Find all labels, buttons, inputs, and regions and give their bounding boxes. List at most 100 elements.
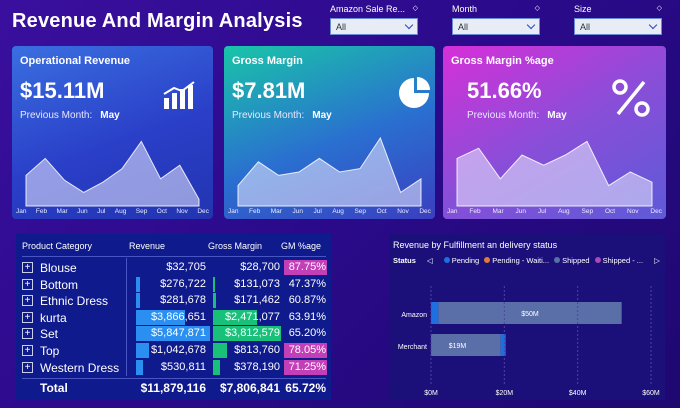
sparkline-area [456, 140, 653, 207]
margin-bar [213, 293, 216, 309]
column-divider [126, 258, 127, 376]
legend-item[interactable]: Pending - Waiti... [484, 256, 549, 265]
kpi-title: Gross Margin %age [451, 55, 554, 67]
margin-value: $813,760 [234, 344, 280, 356]
month-label: Sep [135, 208, 148, 215]
table-row[interactable]: + Top $1,042,678 $813,760 78.05% [22, 343, 327, 359]
filter-sale-status[interactable]: Amazon Sale Re... ◇ All [330, 4, 418, 35]
sparkline-path [456, 140, 653, 207]
filter-value: All [458, 21, 469, 32]
revenue-bar [136, 293, 140, 309]
month-label: Oct [604, 208, 616, 215]
month-axis: Jan Feb Mar Jun Jul Aug Sep Oct Nov Dec [16, 208, 209, 215]
revenue-value: $530,811 [160, 360, 206, 373]
month-label: Oct [156, 208, 167, 215]
table-row[interactable]: + Set $5,847,871 $3,812,579 65.20% [22, 326, 327, 342]
chevron-right-icon[interactable]: ▷ [654, 256, 660, 265]
sparkline-area [237, 136, 422, 207]
expand-icon[interactable]: + [22, 278, 33, 290]
month-label: Nov [397, 208, 409, 215]
revenue-bar [136, 309, 185, 325]
total-label: Total [40, 381, 68, 395]
x-tick-label: $40M [569, 390, 587, 397]
kpi-card-gross-margin[interactable]: Gross Margin $7.81M Previous Month: May J… [224, 46, 435, 219]
header-divider [22, 256, 326, 257]
filter-select[interactable]: All [330, 18, 418, 35]
clear-icon[interactable]: ◇ [656, 5, 662, 12]
expand-icon[interactable]: + [22, 311, 33, 323]
legend-item[interactable]: Shipped [554, 256, 590, 265]
month-label: Jan [16, 208, 27, 215]
chart-legend[interactable]: Status ◁ Pending Pending - Waiti... Shippe… [393, 256, 660, 265]
expand-icon[interactable]: + [22, 345, 33, 356]
filter-select[interactable]: All [574, 18, 662, 35]
col-header-revenue[interactable]: Revenue [129, 241, 166, 251]
filter-size[interactable]: Size ◇ All [574, 4, 662, 35]
table-row[interactable]: + kurta $3,866,651 $2,471,077 63.91% [22, 309, 327, 326]
filter-value: All [336, 21, 347, 32]
product-category-table[interactable]: Product Category Revenue Gross Margin GM… [16, 234, 331, 400]
month-label: Mar [492, 208, 504, 215]
filter-month[interactable]: Month ◇ All [452, 4, 540, 35]
category-label: Top [40, 344, 60, 358]
month-label: Jul [97, 208, 106, 215]
table-row[interactable]: + Bottom $276,722 $131,073 47.37% [22, 276, 327, 293]
fulfillment-bar-chart: Amazon $50M Merchant $19M $0M $20M $40M $60M [398, 286, 660, 397]
month-label: Sep [354, 208, 367, 215]
bar-segment[interactable] [500, 334, 506, 356]
clear-icon[interactable]: ◇ [534, 5, 540, 12]
table-row[interactable]: + Ethnic Dress $281,678 $171,462 60.87% [22, 293, 327, 309]
kpi-value: $15.11M [20, 78, 105, 103]
gm-value: 71.25% [288, 360, 326, 373]
month-label: Jan [228, 208, 239, 215]
percent-icon [612, 79, 650, 117]
chevron-left-icon[interactable]: ◁ [426, 256, 433, 265]
expand-icon[interactable]: + [22, 262, 33, 273]
margin-bar [213, 359, 220, 375]
chevron-down-icon [404, 20, 414, 30]
table-row[interactable]: + Blouse $32,705 $28,700 87.75% [22, 260, 327, 276]
filter-select[interactable]: All [452, 18, 540, 35]
pie-chart-icon [399, 77, 430, 108]
prev-label: Previous Month: [20, 110, 93, 121]
kpi-card-operational-revenue[interactable]: Operational Revenue $15.11M Previous Mon… [12, 46, 213, 219]
expand-icon[interactable]: + [22, 295, 33, 307]
data-label: $19M [449, 343, 467, 350]
bar-segment[interactable] [431, 302, 439, 324]
total-gm: 65.72% [285, 381, 326, 395]
kpi-card-gross-margin-pct[interactable]: Gross Margin %age 51.66% Previous Month:… [443, 46, 666, 219]
expand-icon[interactable]: + [22, 328, 33, 340]
category-label: Bottom [40, 277, 79, 292]
margin-value: $171,462 [234, 294, 280, 307]
bar-segment[interactable] [431, 334, 501, 356]
gm-value: 65.20% [288, 327, 326, 340]
table-row[interactable]: + Western Dress $530,811 $378,190 71.25% [22, 359, 327, 376]
month-label: Feb [249, 208, 261, 215]
revenue-bar [136, 359, 143, 375]
legend-items: Pending Pending - Waiti... Shipped Shipped … [443, 256, 643, 265]
legend-item[interactable]: Pending [443, 256, 479, 265]
legend-title: Status [393, 256, 416, 265]
kpi-title: Operational Revenue [20, 55, 131, 67]
month-label: Aug [332, 208, 344, 215]
month-label: Oct [376, 208, 387, 215]
category-tick-label: Merchant [398, 344, 427, 351]
month-label: Sep [581, 208, 594, 215]
table-total-row: Total $11,879,116 $7,806,841 65.72% [22, 380, 327, 396]
filter-label: Amazon Sale Re... [330, 4, 406, 14]
gm-value: 78.05% [288, 344, 326, 356]
bar-segment[interactable] [438, 302, 622, 324]
fulfillment-chart-panel[interactable]: Revenue by Fulfillment an delivery statu… [389, 234, 665, 400]
clear-icon[interactable]: ◇ [412, 5, 418, 12]
col-header-category[interactable]: Product Category [22, 241, 93, 251]
revenue-value: $1,042,678 [150, 344, 206, 356]
expand-icon[interactable]: + [22, 361, 33, 373]
col-header-margin[interactable]: Gross Margin [208, 241, 263, 251]
gm-cell [284, 343, 327, 358]
sparkline-area [25, 140, 200, 207]
chevron-down-icon [526, 20, 536, 30]
col-header-gm[interactable]: GM %age [281, 241, 322, 251]
month-label: Jun [77, 208, 88, 215]
legend-item[interactable]: Shipped - ... [594, 256, 643, 265]
kpi-value: $7.81M [232, 78, 306, 103]
